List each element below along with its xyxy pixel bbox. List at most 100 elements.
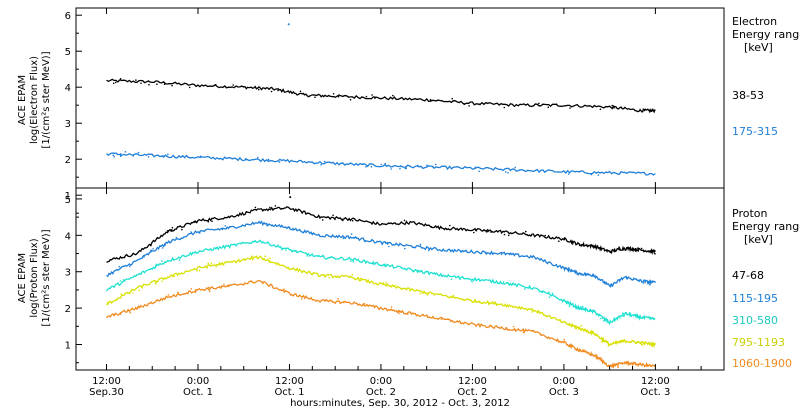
proton-point-1060-1900 — [505, 327, 507, 329]
proton-ylabel-line-2: log(Proton Flux) — [29, 238, 40, 317]
electron-point-175-315 — [278, 161, 281, 163]
electron-point-175-315 — [597, 174, 600, 176]
proton-point-1060-1900 — [337, 298, 340, 300]
electron-point-38-53 — [337, 96, 340, 98]
electron-ytick-label-3: 3 — [65, 119, 71, 130]
proton-point-310-580 — [568, 305, 571, 308]
proton-point-47-68 — [171, 226, 174, 229]
proton-point-115-195 — [199, 232, 201, 234]
electron-point-175-315 — [567, 173, 570, 175]
proton-point-310-580 — [322, 254, 324, 257]
proton-series-310-580 — [106, 239, 656, 326]
proton-point-47-68 — [171, 229, 173, 231]
proton-point-115-195 — [428, 249, 430, 252]
proton-point-310-580 — [161, 260, 163, 262]
proton-point-795-1193 — [531, 311, 533, 313]
proton-point-1060-1900 — [325, 299, 328, 302]
proton-point-115-195 — [164, 244, 167, 246]
proton-legend: Proton Energy ranges [keV] 47-68 115-195… — [732, 207, 800, 370]
electron-point-38-53 — [332, 93, 335, 95]
proton-point-795-1193 — [400, 288, 403, 290]
electron-point-38-53 — [365, 95, 368, 98]
proton-point-115-195 — [642, 282, 645, 284]
xtick-label-time: 0:00 — [370, 376, 392, 387]
proton-point-310-580 — [119, 280, 122, 282]
electron-point-175-315 — [507, 172, 509, 174]
electron-y-axis: 1 2 3 4 5 6 — [65, 11, 82, 214]
proton-point-795-1193 — [251, 255, 253, 257]
proton-point-1060-1900 — [398, 310, 400, 313]
proton-point-1060-1900 — [343, 301, 345, 304]
proton-point-1060-1900 — [195, 289, 197, 291]
electron-panel: 1 2 3 4 5 6 ACE EPAM log(Electron Flux) [1/(c… — [17, 7, 800, 214]
proton-point-1060-1900 — [131, 307, 134, 310]
xtick-label-date: Oct. 2 — [457, 387, 487, 398]
proton-y-axis: 1 2 3 4 5 — [65, 195, 82, 364]
electron-ytick-label-6: 6 — [65, 11, 71, 22]
electron-point-175-315 — [320, 164, 322, 166]
proton-point-47-68 — [485, 231, 488, 233]
proton-series-1060-1900 — [105, 279, 656, 369]
proton-point-310-580 — [502, 281, 505, 283]
proton-point-795-1193 — [207, 262, 209, 265]
xtick-label-date: Oct. 3 — [640, 387, 670, 398]
electron-point-38-53 — [650, 110, 653, 112]
proton-point-795-1193 — [478, 300, 481, 303]
electron-point-38-53 — [148, 83, 150, 86]
proton-point-795-1193 — [601, 341, 603, 343]
proton-point-115-195 — [288, 226, 291, 229]
proton-point-115-195 — [266, 224, 268, 227]
proton-legend-115-195: 115-195 — [732, 292, 778, 305]
proton-point-47-68 — [558, 240, 560, 242]
electron-point-175-315 — [400, 165, 402, 167]
proton-point-310-580 — [122, 279, 125, 281]
xtick-label-date: Oct. 3 — [549, 387, 579, 398]
electron-ylabel-line-2: log(Electron Flux) — [29, 56, 40, 144]
proton-point-47-68 — [648, 251, 651, 253]
proton-point-47-68 — [254, 206, 257, 209]
proton-point-1060-1900 — [600, 357, 602, 359]
proton-point-115-195 — [648, 283, 651, 286]
proton-point-795-1193 — [419, 293, 421, 295]
electron-legend-title-3: [keV] — [744, 41, 773, 54]
proton-point-47-68 — [194, 221, 196, 223]
proton-legend-title-1: Proton — [732, 207, 767, 220]
proton-point-115-195 — [388, 245, 390, 248]
proton-point-1060-1900 — [223, 283, 225, 286]
electron-point-38-53 — [156, 83, 158, 85]
proton-point-115-195 — [152, 248, 154, 250]
proton-point-47-68 — [211, 220, 213, 223]
electron-point-38-53 — [257, 88, 260, 91]
proton-point-795-1193 — [269, 257, 271, 260]
proton-point-795-1193 — [264, 255, 266, 257]
proton-point-47-68 — [155, 237, 158, 240]
electron-point-38-53 — [112, 82, 115, 85]
proton-point-115-195 — [175, 236, 178, 239]
proton-point-115-195 — [567, 267, 570, 270]
proton-point-310-580 — [383, 265, 386, 267]
proton-point-47-68 — [269, 206, 271, 209]
xtick-label-date: Oct. 1 — [274, 387, 304, 398]
proton-panel: 1 2 3 4 5 ACE EPAM log(Proton Flux) [1/(cm²s… — [17, 187, 800, 371]
electron-point-38-53 — [163, 83, 166, 85]
electron-point-38-53 — [188, 86, 191, 89]
proton-point-115-195 — [647, 282, 650, 285]
proton-point-115-195 — [292, 227, 294, 230]
xtick-label-date: Oct. 1 — [183, 387, 213, 398]
proton-point-310-580 — [565, 301, 568, 304]
proton-point-1060-1900 — [139, 306, 141, 308]
proton-point-1060-1900 — [522, 331, 525, 334]
proton-point-310-580 — [641, 317, 644, 320]
proton-point-795-1193 — [382, 282, 385, 284]
proton-series-115-195 — [106, 220, 656, 288]
electron-point-175-315 — [590, 173, 593, 176]
proton-point-795-1193 — [128, 292, 131, 295]
electron-point-38-53 — [613, 107, 615, 109]
proton-point-47-68 — [654, 253, 656, 255]
electron-point-38-53 — [451, 97, 454, 100]
proton-point-310-580 — [416, 269, 419, 272]
proton-series-group — [105, 196, 656, 369]
proton-point-115-195 — [311, 232, 314, 235]
proton-point-1060-1900 — [283, 288, 285, 291]
